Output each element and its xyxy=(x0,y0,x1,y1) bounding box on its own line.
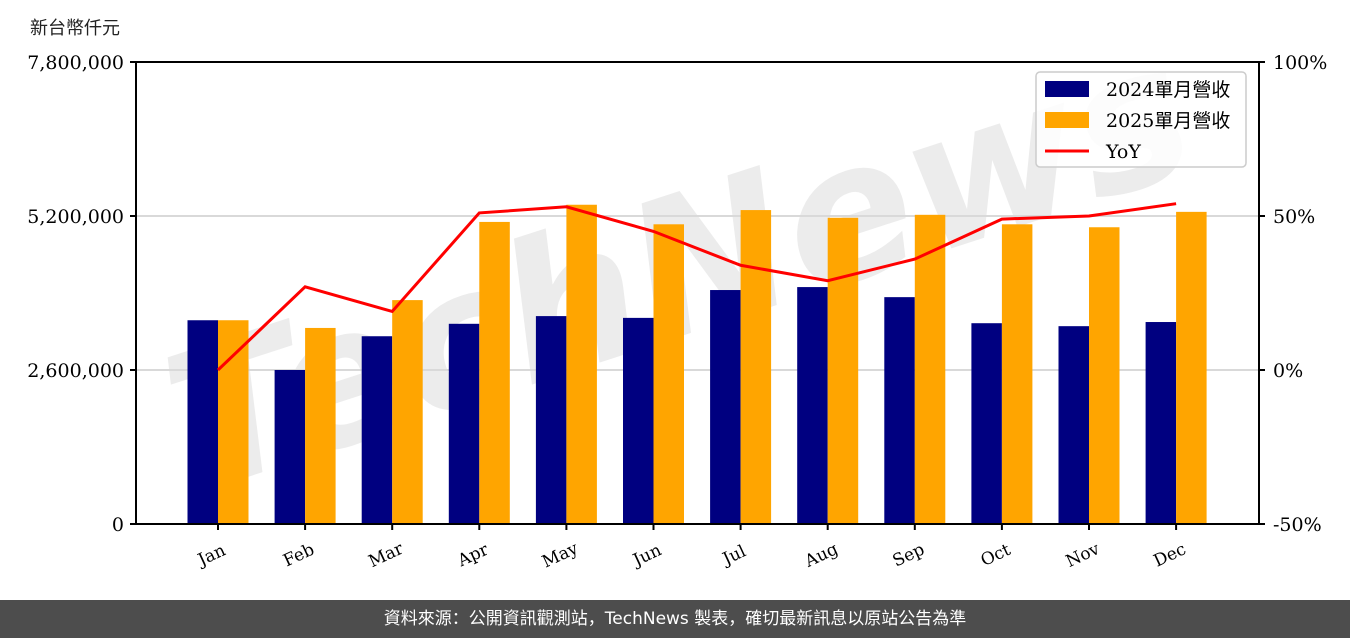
bar-2025-nov xyxy=(1089,227,1120,524)
bar-2025-aug xyxy=(827,217,859,524)
bar-2025-apr xyxy=(479,221,510,524)
x-tick-label: Jul xyxy=(718,542,749,571)
bar-2024-sep xyxy=(884,297,915,524)
legend-swatch xyxy=(1045,81,1089,97)
bar-2024-oct xyxy=(971,323,1002,524)
bar-2025-jul xyxy=(740,210,772,525)
y-axis-unit-label: 新台幣仟元 xyxy=(30,18,120,39)
x-tick-label: Jan xyxy=(193,540,229,571)
bar-2024-nov xyxy=(1058,326,1089,524)
bar-2024-feb xyxy=(274,370,306,524)
x-tick-label: Aug xyxy=(801,539,841,572)
y2-tick-label: -50% xyxy=(1273,514,1322,536)
x-tick-label: Jun xyxy=(628,540,664,571)
bar-2025-dec xyxy=(1176,211,1207,524)
y2-tick-label: 0% xyxy=(1273,360,1303,382)
bar-2024-jun xyxy=(623,317,654,524)
x-tick-label: Mar xyxy=(366,538,408,572)
yoy-line xyxy=(216,202,1177,372)
x-tick-label: Oct xyxy=(978,540,1014,571)
bar-2025-oct xyxy=(1001,224,1033,525)
x-tick-label: Apr xyxy=(454,539,493,571)
y-tick-label: 5,200,000 xyxy=(27,206,124,228)
x-tick-label: Nov xyxy=(1063,539,1103,572)
bar-2025-jan xyxy=(218,320,249,524)
x-tick-label: Sep xyxy=(890,539,928,571)
bar-2024-may xyxy=(535,316,567,524)
x-tick-label: Feb xyxy=(280,540,317,572)
bar-2025-jun xyxy=(653,224,684,525)
legend-label: 2025單月營收 xyxy=(1106,110,1230,132)
y-tick-label: 0 xyxy=(112,514,124,536)
legend-swatch xyxy=(1045,112,1089,128)
bar-2025-may xyxy=(566,204,597,524)
bar-2025-sep xyxy=(914,214,946,525)
bar-2024-dec xyxy=(1145,322,1177,524)
source-footer: 資料來源：公開資訊觀測站，TechNews 製表，確切最新訊息以原站公告為準 xyxy=(0,600,1350,638)
x-tick-label: Dec xyxy=(1151,539,1190,571)
bar-2024-apr xyxy=(448,323,480,524)
bar-2024-aug xyxy=(797,287,828,524)
legend-label: YoY xyxy=(1105,141,1141,163)
bar-2024-mar xyxy=(361,336,393,524)
plot-frame xyxy=(135,61,1260,525)
x-tick-label: May xyxy=(539,538,581,572)
y-tick-label: 7,800,000 xyxy=(27,52,124,74)
bar-2025-mar xyxy=(392,300,423,524)
y2-tick-label: 100% xyxy=(1273,52,1327,74)
y2-tick-label: 50% xyxy=(1273,206,1315,228)
y-tick-label: 2,600,000 xyxy=(27,360,124,382)
bar-2024-jul xyxy=(710,290,741,524)
bar-2025-feb xyxy=(305,327,336,524)
legend-label: 2024單月營收 xyxy=(1106,79,1230,101)
bar-2024-jan xyxy=(187,320,218,524)
